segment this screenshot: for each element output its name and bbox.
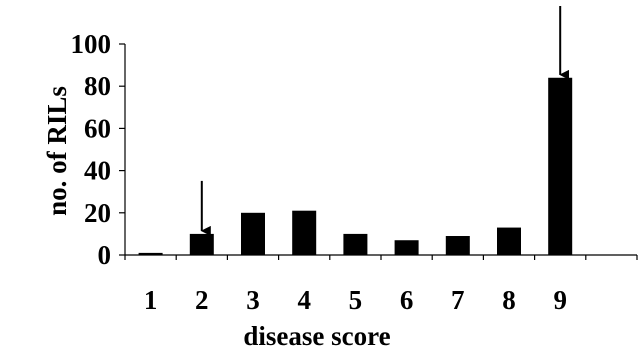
y-tick-label: 20	[84, 198, 111, 228]
x-tick-label: 9	[553, 285, 567, 315]
bars	[138, 77, 573, 255]
bar	[548, 77, 573, 255]
x-tick-label: 7	[451, 285, 465, 315]
y-tick-label: 0	[98, 240, 112, 270]
y-axis-title: no. of RILs	[42, 86, 72, 216]
bar	[394, 240, 419, 255]
bar	[138, 252, 163, 255]
y-tick-label: 40	[84, 156, 111, 186]
x-tick-label: 2	[195, 285, 209, 315]
bar	[189, 233, 214, 255]
x-tick-label: 6	[400, 285, 414, 315]
x-tick-label: 8	[502, 285, 516, 315]
x-tick-label: 4	[297, 285, 311, 315]
y-tick-label: 100	[71, 29, 112, 59]
x-tick-label: 1	[144, 285, 158, 315]
y-tick-label: 60	[84, 113, 111, 143]
x-tick-labels: 1 2 3 4 5 6 7 8 9	[144, 285, 567, 315]
x-tick-label: 5	[349, 285, 363, 315]
bar	[343, 233, 368, 255]
x-axis-title: disease score	[243, 321, 390, 351]
bar	[241, 212, 265, 255]
axes	[119, 43, 638, 260]
y-tick-labels: 0 20 40 60 80 100	[71, 29, 112, 270]
x-tick-label: 3	[246, 285, 260, 315]
arrow-markers	[200, 6, 570, 236]
bar	[497, 227, 521, 255]
bar	[292, 210, 317, 255]
y-tick-label: 80	[84, 71, 111, 101]
bar	[445, 236, 470, 255]
